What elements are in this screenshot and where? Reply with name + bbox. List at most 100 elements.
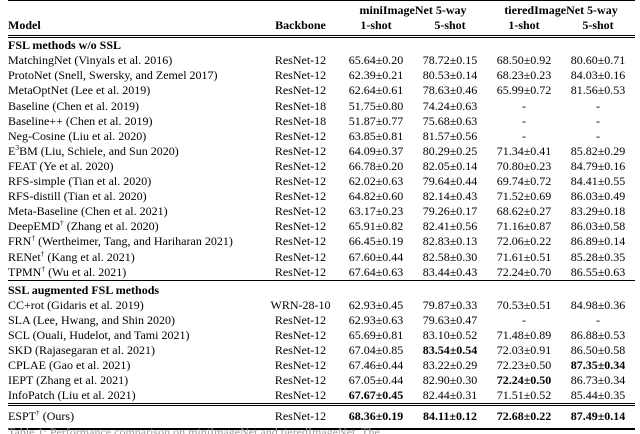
empty-header-cell — [262, 0, 339, 19]
model-cell: ProtoNet (Snell, Swersky, and Zemel 2017… — [8, 68, 218, 83]
score-cell: - — [522, 98, 527, 113]
backbone-cell: ResNet-12 — [274, 343, 327, 358]
superscript-marker: † — [59, 219, 64, 228]
table-row: RENet† (Kang et al. 2021) ResNet-12 67.60±… — [8, 250, 635, 265]
column-header-model: Model — [8, 18, 262, 39]
score-cell: 71.48±0.89 — [496, 327, 552, 342]
score-cell: 64.09±0.37 — [348, 143, 404, 158]
model-cell: Baseline (Chen et al. 2019) — [8, 98, 139, 113]
table-row: ESPT† (Ours) ResNet-12 68.36±0.19 84.11±0.1… — [8, 403, 636, 430]
backbone-cell: ResNet-12 — [274, 264, 327, 279]
score-cell: 72.23±0.50 — [496, 358, 552, 373]
score-cell: 84.03±0.16 — [570, 68, 626, 83]
score-cell: 86.89±0.14 — [570, 234, 626, 249]
score-cell: 68.36±0.19 — [339, 403, 413, 430]
score-cell: 78.72±0.15 — [422, 53, 478, 68]
score-cell: 62.39±0.21 — [348, 68, 404, 83]
table-row: FRN† (Wertheimer, Tang, and Hariharan 20… — [8, 234, 635, 249]
score-cell: 82.58±0.30 — [422, 249, 478, 264]
score-cell: 80.60±0.71 — [570, 53, 626, 68]
backbone-cell: WRN-28-10 — [270, 297, 331, 312]
backbone-cell: ResNet-18 — [274, 98, 327, 113]
superscript-marker: † — [31, 234, 36, 243]
score-cell: 82.05±0.14 — [422, 158, 478, 173]
score-cell: 80.29±0.25 — [422, 143, 478, 158]
score-cell: 83.44±0.43 — [422, 264, 478, 279]
score-cell: 86.55±0.63 — [570, 264, 626, 279]
group-header-tieredimagenet: tieredImageNet 5-way — [487, 0, 636, 19]
score-cell: 81.57±0.56 — [422, 128, 478, 143]
table-row: MetaOptNet (Lee et al. 2019) ResNet-12 62.… — [8, 83, 635, 98]
results-table-container: miniImageNet 5-way tieredImageNet 5-way … — [8, 0, 636, 430]
table-row: RFS-distill (Tian et al. 2020) ResNet-12 6… — [8, 189, 635, 204]
table-row: SLA (Lee, Hwang, and Shin 2020) ResNet-12… — [8, 313, 635, 328]
score-cell: 72.06±0.22 — [496, 234, 552, 249]
score-cell: 82.14±0.43 — [422, 189, 478, 204]
backbone-cell: ResNet-12 — [274, 68, 327, 83]
score-cell: 86.03±0.58 — [570, 219, 626, 234]
model-cell: IEPT (Zhang et al. 2021) — [8, 373, 129, 388]
score-cell: 84.98±0.36 — [570, 297, 626, 312]
score-cell: - — [522, 113, 527, 128]
superscript-marker: † — [40, 249, 45, 258]
score-cell: 62.64±0.61 — [348, 83, 404, 98]
backbone-cell: ResNet-12 — [274, 174, 327, 189]
empty-header-cell — [8, 0, 262, 19]
model-cell: DeepEMD† (Zhang et al. 2020) — [8, 219, 159, 234]
score-cell: 65.99±0.72 — [496, 83, 552, 98]
score-cell: 75.68±0.63 — [422, 113, 478, 128]
score-cell: 84.41±0.55 — [570, 174, 626, 189]
score-cell: 71.52±0.69 — [496, 189, 552, 204]
score-cell: 62.02±0.63 — [348, 174, 404, 189]
section-header-row: SSL augmented FSL methods — [8, 279, 636, 298]
score-cell: 67.46±0.44 — [348, 358, 404, 373]
score-cell: 72.03±0.91 — [496, 343, 552, 358]
backbone-cell: ResNet-12 — [274, 128, 327, 143]
score-cell: 85.28±0.35 — [570, 249, 626, 264]
score-cell: 66.78±0.20 — [348, 158, 404, 173]
score-cell: 71.34±0.41 — [496, 143, 552, 158]
model-cell: Neg-Cosine (Liu et al. 2020) — [8, 128, 147, 143]
table-row: Baseline++ (Chen et al. 2019) ResNet-18 51… — [8, 114, 635, 129]
backbone-cell: ResNet-12 — [274, 189, 327, 204]
score-cell: 87.49±0.14 — [561, 403, 636, 430]
score-cell: 86.88±0.53 — [570, 327, 626, 342]
model-cell: FEAT (Ye et al. 2020) — [8, 158, 114, 173]
score-cell: 83.54±0.54 — [422, 343, 478, 358]
table-row: CC+rot (Gidaris et al. 2019) WRN-28-10 62.… — [8, 298, 635, 313]
score-cell: 78.63±0.46 — [422, 83, 478, 98]
score-cell: 65.91±0.82 — [348, 219, 404, 234]
table-row: SCL (Ouali, Hudelot, and Tami 2021) ResNe… — [8, 328, 635, 343]
backbone-cell: ResNet-12 — [274, 312, 327, 327]
model-cell: Meta-Baseline (Chen et al. 2021) — [8, 204, 168, 219]
model-cell: RENet† (Kang et al. 2021) — [8, 249, 135, 264]
score-cell: 69.74±0.72 — [496, 174, 552, 189]
model-cell: E3BM (Liu, Schiele, and Sun 2020) — [8, 143, 179, 158]
score-cell: 68.62±0.27 — [496, 204, 552, 219]
model-cell: SLA (Lee, Hwang, and Shin 2020) — [8, 312, 175, 327]
results-table: miniImageNet 5-way tieredImageNet 5-way … — [8, 0, 636, 430]
score-cell: - — [522, 312, 527, 327]
model-cell: TPMN† (Wu et al. 2021) — [8, 264, 127, 279]
score-cell: 83.29±0.18 — [570, 204, 626, 219]
score-cell: 62.93±0.45 — [348, 297, 404, 312]
score-cell: 72.24±0.50 — [496, 373, 552, 388]
backbone-cell: ResNet-12 — [274, 219, 327, 234]
column-header-mini-1shot: 1-shot — [339, 18, 413, 39]
score-cell: 68.50±0.92 — [496, 53, 552, 68]
score-cell: 85.44±0.35 — [570, 388, 626, 403]
backbone-cell: ResNet-12 — [274, 83, 327, 98]
superscript-marker: 3 — [15, 143, 20, 152]
score-cell: - — [596, 113, 601, 128]
score-cell: 71.16±0.87 — [496, 219, 552, 234]
table-row: MatchingNet (Vinyals et al. 2016) ResNet-… — [8, 53, 635, 68]
column-header-row: Model Backbone 1-shot 5-shot 1-shot 5-sh… — [8, 18, 636, 39]
column-header-mini-5shot: 5-shot — [413, 18, 488, 39]
backbone-cell: ResNet-12 — [262, 403, 339, 430]
score-cell: 51.75±0.80 — [348, 98, 404, 113]
column-header-tiered-1shot: 1-shot — [487, 18, 562, 39]
backbone-cell: ResNet-12 — [274, 358, 327, 373]
backbone-cell: ResNet-12 — [274, 234, 327, 249]
model-cell: CPLAE (Gao et al. 2021) — [8, 358, 131, 373]
